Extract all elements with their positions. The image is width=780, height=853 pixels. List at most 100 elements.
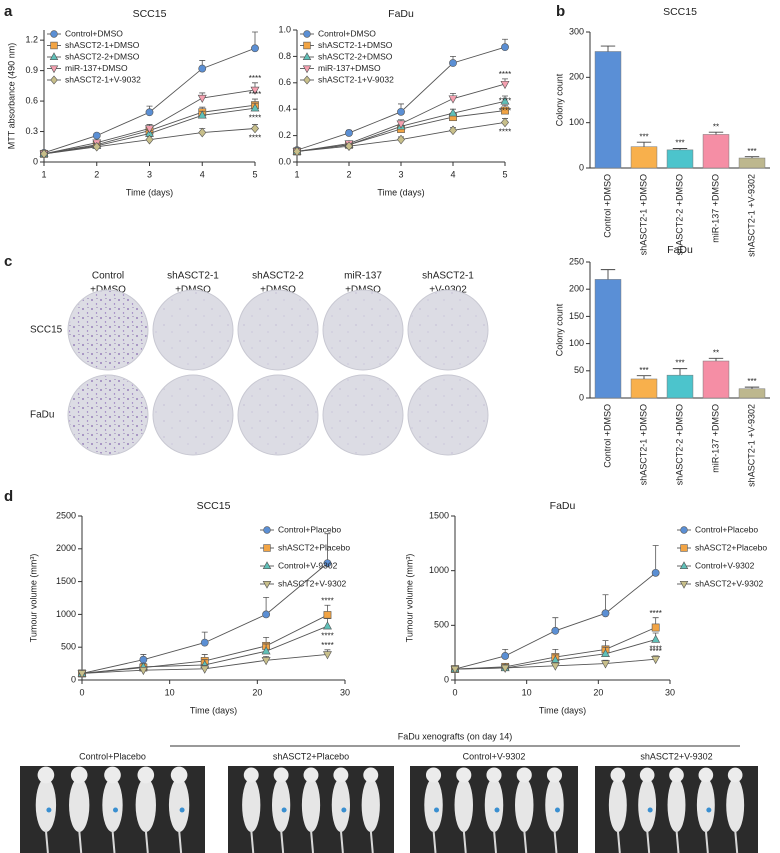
bar: [594, 279, 622, 399]
mouse-tail: [734, 829, 739, 853]
y-tick-label: 0.8: [278, 51, 291, 61]
marker: [651, 623, 660, 632]
error-bar: [600, 269, 616, 280]
tumour-signal: [494, 807, 500, 813]
mouse-head: [243, 767, 259, 783]
x-tick-label: 2: [346, 169, 351, 179]
mouse-body: [515, 778, 534, 832]
mouse-head: [37, 766, 55, 784]
tumour-signal: [341, 807, 347, 813]
significance: **: [713, 122, 719, 131]
mouse-head: [486, 767, 502, 783]
mouse-body: [242, 778, 261, 832]
marker: [145, 125, 154, 134]
plate-colonies: [154, 291, 232, 369]
chart-title: FaDu: [550, 500, 576, 512]
legend-label: shASCT2-1+DMSO: [318, 40, 393, 50]
y-tick-label: 300: [569, 26, 584, 36]
y-tick-label: 100: [569, 338, 584, 348]
y-tick-label: 1500: [429, 510, 449, 520]
mouse-body: [545, 778, 564, 832]
annotation: ****: [249, 113, 261, 122]
marker: [651, 634, 661, 643]
legend-label: Control+V-9302: [278, 560, 338, 570]
mouse-head: [303, 767, 319, 783]
legend-label: shASCT2+Placebo: [695, 542, 767, 552]
x-tick-label: 20: [593, 687, 603, 697]
significance: ***: [747, 377, 756, 386]
plate-colonies: [409, 376, 487, 454]
legend-marker: [49, 52, 59, 61]
bar: [594, 51, 622, 169]
mouse-tail: [432, 829, 437, 853]
y-tick-label: 1.2: [25, 35, 38, 45]
x-tick-label: shASCT2-1 +DMSO: [638, 404, 648, 485]
x-tick-label: Control +DMSO: [602, 174, 612, 238]
tumour-signal: [554, 807, 560, 813]
significance: ***: [675, 359, 684, 368]
legend-label: shASCT2-1+V-9032: [318, 74, 394, 84]
marker: [198, 64, 207, 73]
mouse-head: [516, 767, 532, 783]
marker: [396, 120, 406, 129]
mouse-body: [331, 778, 351, 832]
tumour-signal: [281, 807, 287, 813]
annotation: ****: [649, 609, 661, 618]
marker: [251, 44, 259, 53]
x-tick-label: shASCT2-2 +DMSO: [674, 174, 684, 255]
plate-colonies: [239, 376, 317, 454]
mouse-tail: [144, 829, 149, 853]
mouse-head: [137, 766, 155, 784]
tumour-signal: [706, 807, 712, 813]
marker: [197, 110, 207, 119]
y-tick-label: 200: [569, 284, 584, 294]
error-bar: [672, 148, 688, 150]
x-tick-label: Control +DMSO: [602, 404, 612, 468]
bar: [738, 388, 766, 399]
x-axis-label: Time (days): [126, 187, 173, 197]
chart-title: SCC15: [197, 500, 231, 512]
mouse-body: [424, 778, 443, 832]
mouse-body: [638, 778, 657, 832]
annotation: ****: [649, 647, 661, 656]
mouse-head: [273, 767, 289, 783]
mouse-tail: [280, 829, 285, 853]
legend-label: shASCT2+V-9302: [278, 578, 347, 588]
legend-marker: [303, 30, 311, 38]
y-tick-label: 0: [33, 156, 38, 166]
marker: [138, 666, 148, 676]
mouse-head: [456, 767, 472, 783]
plate-column-label: miR-137: [344, 271, 382, 282]
marker: [500, 80, 510, 90]
panel-letter: b: [556, 3, 565, 20]
mouse-body: [667, 778, 686, 832]
y-tick-label: 1500: [56, 576, 76, 586]
x-tick-label: miR-137 +DMSO: [710, 404, 720, 473]
mouse-body: [726, 778, 745, 832]
bar: [738, 157, 766, 169]
mouse-body: [168, 778, 190, 832]
marker: [198, 127, 207, 138]
y-tick-label: 100: [569, 117, 584, 127]
mouse-body: [608, 778, 627, 832]
x-tick-label: 10: [522, 687, 532, 697]
plate-column-label: shASCT2-2: [252, 271, 304, 282]
mouse-head: [727, 767, 743, 783]
marker: [92, 141, 101, 152]
tumour-signal: [179, 807, 185, 813]
marker: [345, 129, 353, 137]
plate-colonies: [239, 291, 317, 369]
y-tick-label: 0: [579, 162, 584, 172]
marker: [450, 665, 460, 675]
annotation: ****: [321, 631, 333, 640]
chart-title: FaDu: [388, 8, 414, 20]
significance: ***: [747, 147, 756, 156]
marker: [197, 94, 207, 103]
plate-colonies: [409, 291, 487, 369]
legend-label: Control+Placebo: [278, 524, 341, 534]
x-tick-label: miR-137 +DMSO: [710, 174, 720, 243]
mouse-tail: [250, 829, 255, 853]
x-tick-label: 1: [41, 169, 46, 179]
marker: [397, 134, 405, 145]
